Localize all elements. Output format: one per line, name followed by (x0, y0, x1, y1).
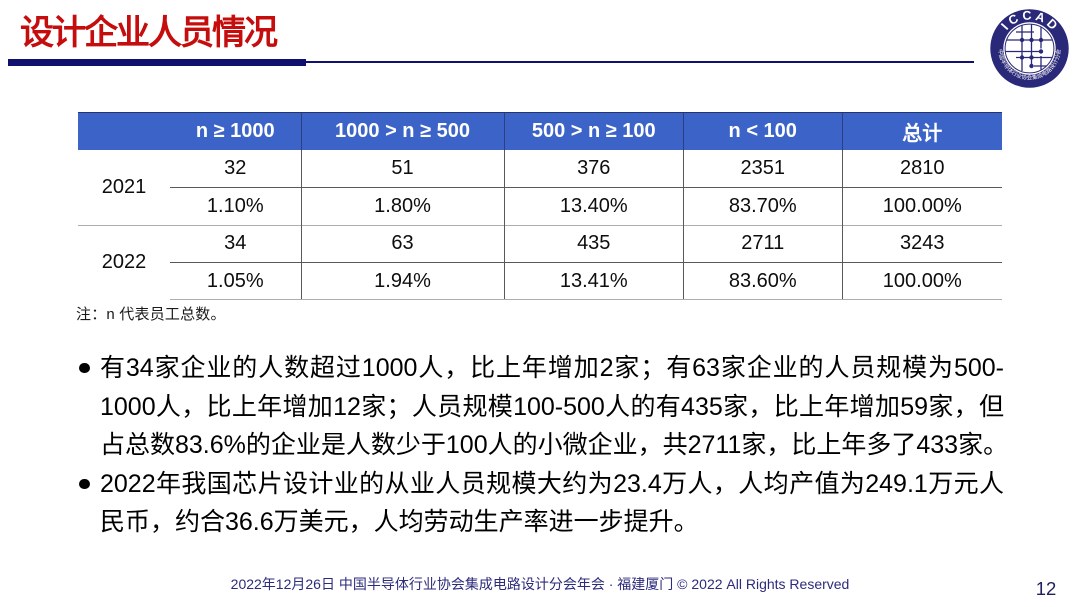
bullet-dot-icon (79, 363, 90, 374)
bullet-text-line: 有34家企业的人数超过1000人，比上年增加2家；有63家企业的人员规模为500… (100, 354, 1004, 382)
cell-2022-pct-4: 100.00% (841, 262, 1002, 300)
cell-2021-pct-2: 13.40% (503, 187, 684, 225)
list-item: 2022年我国芯片设计业的从业人员规模大约为23.4万人，人均产值为249.1万… (79, 465, 1004, 542)
cell-2021-count-3: 2351 (683, 149, 842, 188)
bullet-text-line: 2022年我国芯片设计业的从业人员规模大约为23.4万人，人均产值为249.1万… (100, 469, 1004, 498)
cell-2021-count-1: 51 (300, 149, 504, 188)
cell-2022-pct-3: 83.60% (683, 262, 842, 300)
page-title: 设计企业人员情况 (20, 13, 278, 52)
iccad-logo: I C C A D 中国半导体行业协会集成电路设计分会 (990, 8, 1069, 88)
year-cell-2021: 2021 (101, 175, 147, 198)
bullet-list: 有34家企业的人数超过1000人，比上年增加2家；有63家企业的人员规模为500… (79, 349, 1009, 542)
header-cell-500-100: 500 > n ≥ 100 (503, 112, 684, 150)
cell-2022-count-3: 2711 (683, 224, 842, 263)
cell-2021-count-4: 2810 (841, 149, 1002, 188)
bullet-text-line: 1000人，比上年增加12家；人员规模100-500人的有435家，比上年增加5… (100, 392, 1004, 421)
bullet-dot-icon (79, 478, 90, 490)
cell-2021-count-2: 376 (503, 149, 684, 188)
table-row-2021-counts: 2021 32 51 376 2351 2810 (78, 149, 1002, 198)
footer-text: 2022年12月26日 中国半导体行业协会集成电路设计分会年会 · 福建厦门 ©… (230, 575, 850, 592)
cell-2022-count-4: 3243 (841, 224, 1002, 263)
bullet-text-line: 民币，约合36.6万美元，人均劳动生产率进一步提升。 (100, 508, 699, 537)
cell-2022-count-1: 63 (300, 224, 504, 263)
cell-2022-pct-1: 1.94% (300, 262, 504, 300)
header-cell-empty (78, 112, 170, 150)
page-number: 12 (1035, 578, 1057, 599)
logo-inner-disc (1003, 22, 1056, 75)
logo-ic-dots (1019, 37, 1044, 69)
cell-2021-pct-0: 1.10% (206, 194, 264, 217)
cell-2021-pct-4: 100.00% (841, 187, 1002, 225)
header-cell-1000-500: 1000 > n ≥ 500 (300, 112, 504, 150)
bullet-text-line: 占总数83.6%的企业是人数少于100人的小微企业，共2711家，比上年多了43… (100, 431, 1009, 460)
cell-2022-pct-0: 1.05% (170, 262, 301, 300)
table-row-2022-percents: 1.05% 1.94% 13.41% 83.60% 100.00% (78, 262, 1002, 300)
table-header-row: n ≥ 1000 1000 > n ≥ 500 500 > n ≥ 100 n … (78, 112, 1002, 150)
header-cell-total: 总计 (841, 112, 1002, 150)
list-item: 有34家企业的人数超过1000人，比上年增加2家；有63家企业的人员规模为500… (79, 349, 1009, 465)
cell-2021-count-0: 32 (170, 149, 301, 188)
year-cell-2022: 2022 (78, 224, 170, 300)
header-cell-n100: n < 100 (683, 112, 842, 150)
cell-2022-pct-2: 13.41% (503, 262, 684, 300)
table-footnote: 注：n 代表员工总数。 (76, 306, 226, 323)
personnel-stats-table: n ≥ 1000 1000 > n ≥ 500 500 > n ≥ 100 n … (78, 112, 1002, 300)
logo-inner-outline (1004, 23, 1055, 74)
cell-2021-pct-3: 83.70% (683, 187, 842, 225)
table-row-2021-percents: 1.10% 1.80% 13.40% 83.70% 100.00% (78, 187, 1002, 225)
cell-2022-count-2: 435 (503, 224, 684, 263)
table-row-2022-counts: 2022 34 63 435 2711 3243 (78, 224, 1002, 300)
title-underline-thick (8, 59, 306, 66)
cell-2022-count-0: 34 (170, 224, 301, 263)
cell-2021-pct-1: 1.80% (300, 187, 504, 225)
title-underline-thin (306, 61, 974, 64)
header-cell-n1000: n ≥ 1000 (170, 112, 301, 150)
